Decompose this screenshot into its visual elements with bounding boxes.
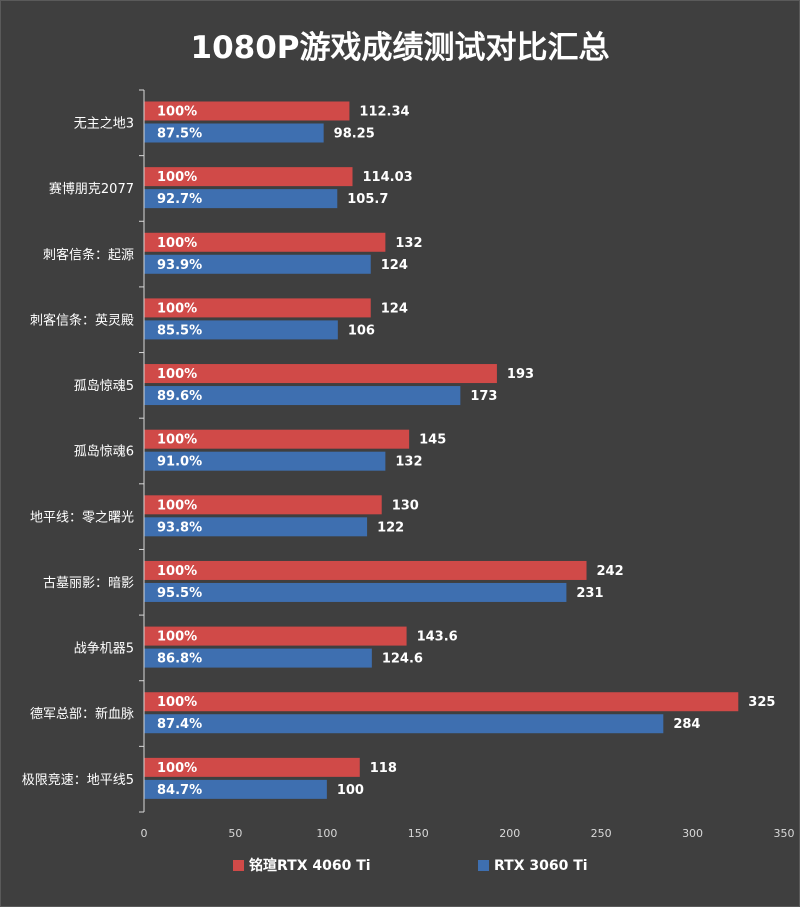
bar [144, 692, 739, 712]
bar [144, 167, 353, 187]
value-label: 132 [395, 236, 422, 251]
legend: 铭瑄RTX 4060 Ti RTX 3060 Ti [233, 857, 588, 874]
legend-swatch [478, 860, 489, 871]
percent-label: 100% [157, 105, 197, 120]
value-label: 98.25 [334, 127, 375, 142]
x-tick-label: 150 [408, 827, 429, 840]
percent-label: 87.4% [157, 717, 202, 732]
value-label: 106 [348, 323, 375, 338]
bar [144, 189, 338, 209]
percent-label: 100% [157, 301, 197, 316]
value-label: 124.6 [382, 652, 423, 667]
category-label: 战争机器5 [74, 642, 134, 657]
percent-label: 100% [157, 695, 197, 710]
value-label: 242 [597, 564, 624, 579]
bar [144, 517, 368, 537]
percent-label: 85.5% [157, 323, 202, 338]
value-label: 173 [470, 389, 497, 404]
percent-label: 93.8% [157, 520, 202, 535]
bar [144, 757, 360, 777]
value-label: 132 [395, 455, 422, 470]
x-tick-label: 100 [316, 827, 337, 840]
x-tick-label: 250 [591, 827, 612, 840]
x-tick-label: 0 [141, 827, 148, 840]
labels-layer: 无主之地3 100% 112.34 87.5% 98.25 赛博朋克2077 100% 114… [22, 105, 776, 798]
percent-label: 100% [157, 498, 197, 513]
bar [144, 101, 350, 121]
category-label: 地平线：零之曙光 [30, 510, 134, 525]
category-label: 赛博朋克2077 [49, 181, 134, 197]
category-label: 德军总部：新血脉 [30, 706, 134, 722]
bar [144, 364, 497, 384]
value-label: 130 [392, 498, 419, 513]
percent-label: 86.8% [157, 652, 202, 667]
category-label: 无主之地3 [74, 117, 134, 132]
value-label: 124 [381, 301, 408, 316]
value-label: 124 [381, 258, 408, 273]
percent-label: 84.7% [157, 783, 202, 798]
percent-label: 89.6% [157, 389, 202, 404]
category-label: 刺客信条：起源 [43, 247, 134, 263]
value-label: 114.03 [363, 170, 413, 185]
value-label: 325 [748, 695, 775, 710]
percent-label: 92.7% [157, 192, 202, 207]
percent-label: 100% [157, 630, 197, 645]
bar [144, 779, 327, 799]
bar [144, 386, 461, 406]
bar [144, 560, 587, 580]
bar [144, 714, 664, 734]
category-label: 孤岛惊魂6 [74, 444, 134, 460]
x-tick-label: 50 [228, 827, 242, 840]
percent-label: 100% [157, 236, 197, 251]
category-label: 古墓丽影：暗影 [43, 576, 134, 591]
bar [144, 648, 372, 668]
value-label: 100 [337, 783, 364, 798]
axis-layer: 0 50 100 150 200 250 300 350 [139, 89, 795, 840]
percent-label: 100% [157, 367, 197, 382]
legend-label: 铭瑄RTX 4060 Ti [249, 857, 371, 874]
x-tick-label: 200 [499, 827, 520, 840]
percent-label: 100% [157, 761, 197, 776]
value-label: 193 [507, 367, 534, 382]
bar [144, 232, 386, 252]
x-tick-label: 300 [682, 827, 703, 840]
value-label: 231 [576, 586, 603, 601]
percent-label: 100% [157, 170, 197, 185]
bars-layer [144, 101, 739, 799]
chart-title: 1080P游戏成绩测试对比汇总 [190, 30, 610, 66]
percent-label: 100% [157, 433, 197, 448]
value-label: 118 [370, 761, 397, 776]
value-label: 145 [419, 433, 446, 448]
bar [144, 429, 410, 449]
legend-swatch [233, 860, 244, 871]
bar [144, 254, 371, 274]
percent-label: 93.9% [157, 258, 202, 273]
category-label: 极限竞速：地平线5 [22, 772, 134, 788]
percent-label: 100% [157, 564, 197, 579]
value-label: 143.6 [417, 630, 458, 645]
x-tick-label: 350 [774, 827, 795, 840]
percent-label: 95.5% [157, 586, 202, 601]
value-label: 122 [377, 520, 404, 535]
bar [144, 582, 567, 602]
bar [144, 451, 386, 471]
bar [144, 298, 371, 318]
category-label: 刺客信条：英灵殿 [30, 312, 134, 328]
value-label: 284 [673, 717, 700, 732]
value-label: 112.34 [359, 105, 409, 120]
value-label: 105.7 [347, 192, 388, 207]
bar [144, 123, 324, 143]
legend-label: RTX 3060 Ti [494, 858, 588, 874]
bar [144, 495, 382, 515]
percent-label: 87.5% [157, 127, 202, 142]
percent-label: 91.0% [157, 455, 202, 470]
bar [144, 320, 338, 340]
category-label: 孤岛惊魂5 [74, 378, 134, 394]
bar [144, 626, 407, 646]
